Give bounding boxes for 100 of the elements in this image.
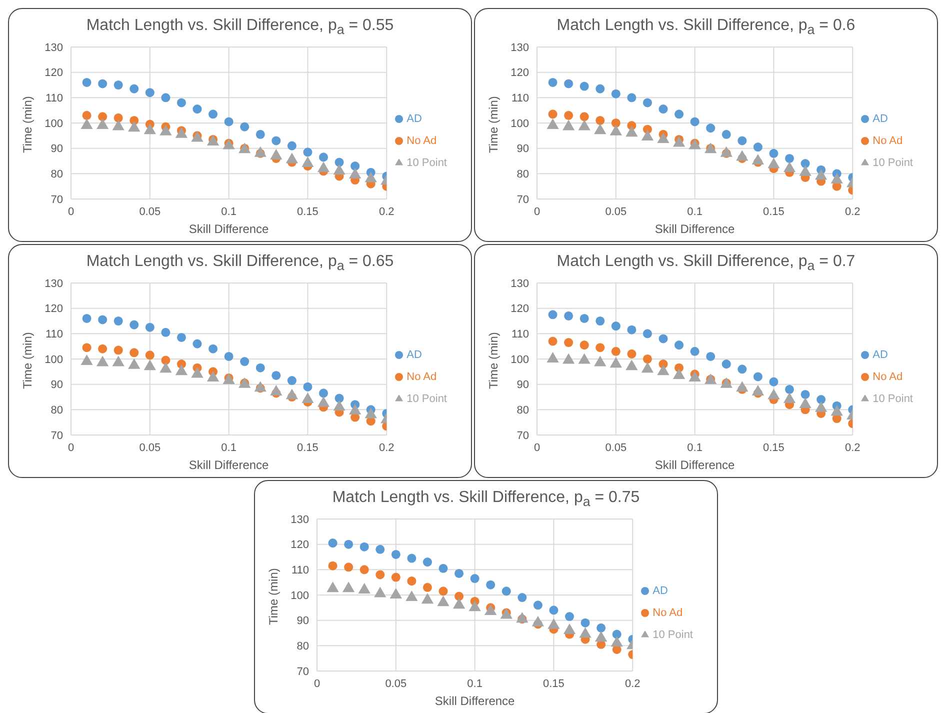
point [563, 623, 576, 634]
y-tick-label: 120 [290, 539, 309, 552]
point [596, 116, 605, 125]
point [641, 130, 654, 140]
point [596, 623, 606, 632]
point [287, 141, 296, 150]
point [302, 392, 314, 404]
point [562, 120, 575, 130]
point [240, 122, 250, 132]
x-tick-label: 0 [68, 206, 74, 218]
y-tick-label: 120 [510, 67, 529, 80]
point [468, 600, 481, 612]
point [486, 580, 496, 590]
chart-title: Match Length vs. Skill Difference, p$_{a}$ = 0.75 [331, 489, 641, 512]
y-tick-label: 70 [50, 194, 63, 206]
point [114, 316, 123, 326]
point [548, 110, 558, 119]
point [192, 104, 202, 114]
point [578, 353, 590, 364]
chart-title: Match Length vs. Skill Difference, p$_{a}$ = 0.6 [556, 17, 856, 40]
point [641, 362, 654, 373]
x-tick-label: 0.2 [844, 206, 860, 218]
legend-label: AD [406, 113, 422, 125]
point [580, 314, 589, 323]
point [348, 404, 362, 414]
point [452, 598, 466, 609]
point [112, 120, 124, 130]
point [406, 590, 418, 602]
point [114, 80, 123, 90]
point [548, 336, 558, 346]
legend-label: No Ad [872, 371, 903, 383]
point [548, 618, 560, 629]
point [753, 142, 762, 152]
point [752, 384, 764, 396]
point [736, 381, 748, 392]
point [176, 98, 186, 108]
point [672, 136, 686, 147]
x-tick-label: 0.2 [378, 442, 394, 454]
y-tick-label: 130 [290, 514, 309, 526]
point [376, 570, 385, 580]
point [208, 110, 218, 119]
y-tick-label: 100 [510, 118, 529, 130]
y-tick-label: 90 [50, 379, 63, 392]
point [333, 164, 346, 175]
point [657, 364, 670, 376]
point [596, 343, 605, 352]
point [564, 110, 574, 120]
x-tick-label: 0.05 [139, 442, 161, 454]
point [421, 593, 434, 604]
point [360, 542, 369, 552]
point [627, 93, 636, 102]
point [736, 150, 748, 161]
point [240, 357, 250, 366]
y-tick-label: 70 [50, 430, 63, 442]
x-tick-label: 0 [534, 442, 540, 454]
point [783, 392, 796, 404]
point [344, 540, 354, 549]
y-tick-label: 120 [510, 303, 529, 316]
point [611, 322, 620, 331]
point [596, 84, 605, 94]
point [254, 381, 266, 392]
point [80, 354, 93, 366]
y-tick-label: 70 [296, 666, 309, 678]
point [82, 110, 92, 120]
x-axis-title: Skill Difference [434, 694, 516, 708]
point [580, 618, 590, 628]
point [272, 370, 281, 380]
point [80, 118, 93, 130]
point [594, 631, 608, 642]
point [799, 398, 812, 408]
x-tick-label: 0.15 [763, 442, 784, 454]
point [642, 98, 652, 108]
point [454, 568, 464, 578]
point [722, 130, 731, 139]
point [690, 117, 700, 126]
point [768, 388, 780, 400]
legend-label: 10 Point [406, 393, 447, 405]
point [96, 356, 109, 366]
point [768, 158, 780, 168]
x-axis-title: Skill Difference [654, 458, 736, 472]
point [130, 84, 139, 94]
legend-label: 10 Point [872, 157, 913, 169]
point [562, 353, 575, 364]
point [626, 360, 638, 370]
x-axis-title: Skill Difference [654, 222, 736, 236]
legend-label: 10 Point [872, 393, 913, 405]
point [160, 124, 172, 136]
point [627, 349, 636, 358]
point [206, 370, 220, 382]
point [800, 390, 810, 399]
point [830, 172, 843, 184]
point [627, 325, 636, 334]
point [769, 148, 778, 158]
x-tick-label: 0.1 [687, 442, 702, 454]
point [128, 121, 140, 132]
y-tick-label: 90 [516, 379, 529, 392]
y-tick-label: 110 [511, 328, 529, 341]
point [161, 356, 170, 365]
point [594, 124, 606, 134]
point [224, 117, 234, 126]
